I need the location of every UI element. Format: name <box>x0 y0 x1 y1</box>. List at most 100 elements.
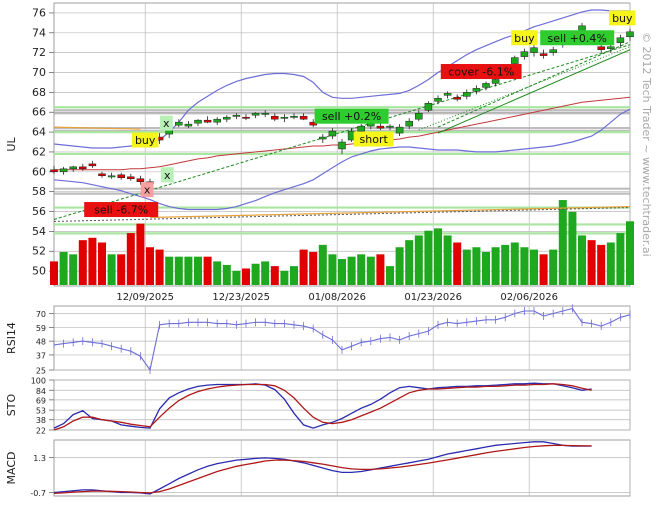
candle-body <box>328 130 337 137</box>
trend-line <box>418 46 631 131</box>
price-panel-ylabel: UL <box>5 137 18 152</box>
candle-body <box>107 175 116 178</box>
price-panel-ytick-label: 70 <box>32 66 46 79</box>
price-panel-ytick-label: 64 <box>32 126 46 139</box>
volume-bar <box>434 228 442 285</box>
sto-panel-ytick-label: 38 <box>36 416 46 425</box>
signal-tag-box <box>159 115 173 131</box>
candle-body <box>616 37 625 43</box>
volume-bar <box>578 235 586 285</box>
candle-body <box>453 97 461 100</box>
volume-bar <box>472 247 481 285</box>
volume-bar <box>366 256 375 285</box>
candle-body <box>261 112 269 115</box>
sto-panel-ytick-label: 69 <box>36 396 46 405</box>
sto-panel-ytick-label: 84 <box>36 387 46 396</box>
volume-bar <box>462 249 471 285</box>
signal-tag-box <box>314 108 389 124</box>
stochastic-d-line <box>53 383 592 431</box>
volume-bar <box>251 263 260 285</box>
candle-body <box>520 51 529 57</box>
candle-body <box>597 46 605 50</box>
macd-panel-ytick-label: -0.7 <box>30 489 46 498</box>
rsi-panel-ytick-label: 25 <box>36 367 46 376</box>
volume-bar <box>290 266 298 285</box>
candle-body <box>165 129 173 135</box>
candle-body <box>357 125 365 132</box>
candle-body <box>443 93 452 96</box>
candle-body <box>203 119 212 123</box>
volume-bar <box>347 256 356 285</box>
volume-bar <box>558 200 567 285</box>
candle-body <box>117 174 125 179</box>
volume-bar <box>126 233 135 285</box>
candle-body <box>98 173 106 177</box>
volume-bar <box>414 235 423 285</box>
date-axis-label: 01/23/2026 <box>404 292 462 303</box>
rsi-panel-frame <box>53 305 631 371</box>
volume-bar <box>491 247 500 285</box>
candle-body <box>434 98 442 102</box>
price-panel-ytick-label: 56 <box>32 205 46 218</box>
price-panel-ytick-label: 74 <box>32 26 46 39</box>
volume-bar <box>443 235 452 285</box>
price-panel-ytick-label: 76 <box>32 6 46 19</box>
volume-bar <box>386 266 394 285</box>
volume-bar <box>165 256 174 285</box>
candle-body <box>511 57 519 64</box>
candle-body <box>69 166 77 170</box>
rsi-panel-ytick-label: 59 <box>36 324 46 333</box>
candle-body <box>626 31 634 38</box>
volume-bar <box>424 230 433 285</box>
candle-body <box>127 176 135 180</box>
price-panel-ytick-label: 52 <box>32 245 46 258</box>
rsi-panel-ytick-label: 70 <box>36 310 46 319</box>
rsi-panel-ytick-label: 37 <box>36 351 46 360</box>
volume-bar <box>328 254 337 285</box>
volume-bar <box>261 261 270 285</box>
trend-line <box>437 49 631 134</box>
volume-bar <box>280 270 289 285</box>
sto-panel-ytick-label: 53 <box>36 407 46 416</box>
candle-body <box>175 121 183 126</box>
price-panel-ytick-label: 50 <box>32 265 46 278</box>
price-panel-ytick-label: 54 <box>32 225 46 238</box>
signal-tag-box <box>84 202 159 218</box>
volume-bar <box>587 240 596 285</box>
stochastic-k-line <box>53 382 592 429</box>
signal-tag-box <box>160 167 174 183</box>
candle-body <box>386 125 394 128</box>
signal-tag-label: x <box>144 184 151 197</box>
volume-bar <box>107 254 116 285</box>
date-axis-label: 12/23/2025 <box>212 292 270 303</box>
macd-panel-ytick-label: 1.3 <box>33 454 46 463</box>
volume-bar <box>146 247 154 285</box>
price-panel-ytick-label: 72 <box>32 46 46 59</box>
candle-body <box>79 166 87 170</box>
volume-bar <box>50 261 58 285</box>
volume-bar <box>270 266 279 285</box>
volume-bar <box>405 240 414 285</box>
volume-bar <box>117 254 126 285</box>
candle-body <box>539 53 548 56</box>
volume-bar <box>520 247 529 285</box>
volume-bar <box>194 256 202 285</box>
volume-bar <box>155 249 164 285</box>
candle-body <box>530 47 538 53</box>
volume-bar <box>501 244 510 285</box>
signal-tag-box <box>540 30 615 46</box>
candle-body <box>232 114 241 117</box>
volume-bar <box>530 249 538 285</box>
signal-tag-label: x <box>164 169 171 182</box>
candle-body <box>290 115 298 118</box>
volume-bar <box>88 237 97 285</box>
candle-body <box>395 126 404 134</box>
signal-tag-box <box>440 64 522 80</box>
bollinger-lower-line <box>53 108 631 211</box>
price-panel-ytick-label: 68 <box>32 86 46 99</box>
volume-bar <box>606 242 615 285</box>
volume-bar <box>59 251 68 285</box>
trend-line <box>53 207 631 222</box>
